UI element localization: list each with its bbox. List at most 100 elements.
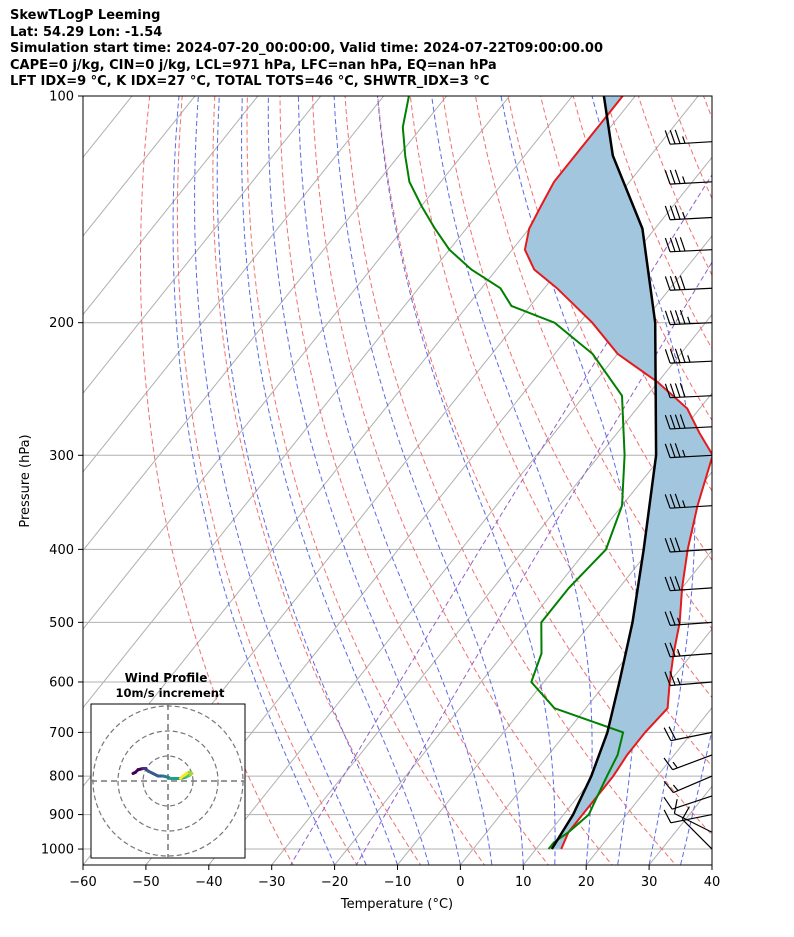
wind-barb bbox=[673, 799, 713, 833]
isotherm-line bbox=[83, 96, 448, 552]
dry-adiabat bbox=[176, 96, 358, 865]
hodograph-segment bbox=[179, 774, 185, 780]
wind-barb bbox=[664, 129, 713, 145]
wind-profile-inset bbox=[90, 703, 246, 859]
dry-adiabat bbox=[312, 96, 613, 865]
x-tick-label: −20 bbox=[321, 875, 348, 890]
x-tick-label: 40 bbox=[704, 875, 721, 890]
dry-adiabat bbox=[474, 96, 712, 630]
chart-header: SkewTLogP Leeming Lat: 54.29 Lon: -1.54 … bbox=[10, 8, 790, 91]
moist-adiabat bbox=[377, 96, 556, 865]
isotherm-line bbox=[763, 79, 794, 880]
isotherm-line bbox=[333, 392, 712, 865]
isotherm-line bbox=[83, 96, 385, 473]
wind-barb bbox=[663, 809, 713, 824]
x-tick-label: −30 bbox=[258, 875, 285, 890]
y-tick-label: 500 bbox=[49, 616, 74, 631]
index-line: LFT IDX=9 °C, K IDX=27 °C, TOTAL TOTS=46… bbox=[10, 74, 490, 89]
isotherm-line bbox=[711, 864, 712, 865]
dry-adiabat bbox=[140, 96, 294, 865]
dry-adiabat bbox=[246, 96, 486, 865]
wind-barb bbox=[664, 537, 713, 553]
y-tick-label: 800 bbox=[49, 770, 74, 785]
isotherm-line bbox=[0, 79, 83, 880]
y-tick-label: 100 bbox=[49, 90, 74, 105]
axes: −60 −50 −40 −30 −20 −10 0 10 20 30 40 100 200 300 400 5… bbox=[41, 90, 720, 891]
isotherm-line bbox=[459, 549, 712, 865]
dry-adiabat bbox=[572, 96, 712, 422]
location-line: Lat: 54.29 Lon: -1.54 bbox=[10, 24, 163, 40]
parcel-profile bbox=[550, 96, 658, 850]
isotherm-line bbox=[83, 96, 259, 316]
wind-barb bbox=[664, 493, 713, 509]
wind-barb bbox=[664, 576, 713, 592]
wind-barb bbox=[664, 642, 713, 658]
moist-adiabat bbox=[333, 96, 524, 865]
x-axis-label: Temperature (°C) bbox=[340, 897, 453, 912]
y-tick-label: 1000 bbox=[41, 843, 74, 858]
x-tick-label: −40 bbox=[195, 875, 222, 890]
time-line: Simulation start time: 2024-07-20_00:00:… bbox=[10, 41, 603, 56]
wind-barb bbox=[664, 414, 713, 430]
dry-adiabat bbox=[212, 96, 422, 865]
isotherm-line bbox=[271, 313, 712, 865]
inset-subtitle: 10m/s increment bbox=[116, 686, 225, 700]
isotherm-line bbox=[208, 235, 712, 865]
x-tick-label: 20 bbox=[578, 875, 595, 890]
x-tick-label: 10 bbox=[515, 875, 532, 890]
inset-title: Wind Profile bbox=[125, 671, 208, 685]
y-tick-label: 400 bbox=[49, 543, 74, 558]
wind-barb bbox=[664, 382, 713, 399]
dry-adiabat bbox=[377, 96, 712, 836]
isotherm-line bbox=[83, 96, 196, 237]
moist-adiabat bbox=[297, 96, 493, 865]
dry-adiabat bbox=[762, 79, 794, 880]
dewpoint-profile bbox=[401, 96, 626, 850]
wind-barb bbox=[663, 775, 713, 794]
moist-adiabat bbox=[172, 96, 336, 865]
wind-barb bbox=[663, 754, 713, 771]
y-tick-label: 300 bbox=[49, 449, 74, 464]
x-tick-label: −60 bbox=[69, 875, 96, 890]
isotherm-line bbox=[585, 706, 712, 865]
y-tick-label: 200 bbox=[49, 316, 74, 331]
profile-lines bbox=[401, 96, 712, 850]
isotherm-line bbox=[83, 96, 574, 709]
dry-adiabat bbox=[442, 96, 712, 699]
wind-barb bbox=[664, 443, 713, 459]
y-tick-label: 600 bbox=[49, 675, 74, 690]
mixing-ratio-line bbox=[290, 173, 712, 865]
moist-adiabat bbox=[194, 96, 367, 865]
wind-barb bbox=[664, 348, 713, 364]
dry-adiabat bbox=[279, 96, 549, 865]
wind-barb bbox=[664, 309, 713, 326]
y-tick-label: 700 bbox=[49, 726, 74, 741]
y-axis-label: Pressure (hPa) bbox=[18, 434, 33, 527]
temperature-profile bbox=[523, 96, 712, 850]
wind-barb bbox=[663, 726, 713, 742]
moist-adiabat bbox=[267, 96, 461, 865]
y-tick-label: 900 bbox=[49, 808, 74, 823]
hodograph-ring bbox=[117, 730, 219, 832]
wind-barbs bbox=[663, 129, 713, 850]
moist-adiabat bbox=[216, 96, 399, 865]
moist-adiabat bbox=[240, 96, 430, 865]
wind-barb bbox=[664, 237, 713, 253]
x-tick-label: 30 bbox=[641, 875, 658, 890]
moist-adiabat bbox=[431, 96, 593, 865]
wind-barb bbox=[664, 205, 713, 221]
x-tick-label: −50 bbox=[132, 875, 159, 890]
wind-barb bbox=[664, 275, 713, 291]
x-tick-label: 0 bbox=[456, 875, 464, 890]
dry-adiabat bbox=[730, 79, 794, 880]
stability-line: CAPE=0 j/kg, CIN=0 j/kg, LCL=971 hPa, LF… bbox=[10, 57, 497, 73]
isotherm-line bbox=[83, 96, 511, 630]
wind-barb bbox=[681, 806, 713, 850]
x-tick-label: −10 bbox=[384, 875, 411, 890]
wind-barb bbox=[664, 611, 713, 626]
wind-barb bbox=[663, 795, 713, 810]
wind-barb bbox=[664, 169, 713, 185]
title-line: SkewTLogP Leeming bbox=[10, 8, 161, 23]
cape-cin-fill bbox=[524, 96, 712, 849]
